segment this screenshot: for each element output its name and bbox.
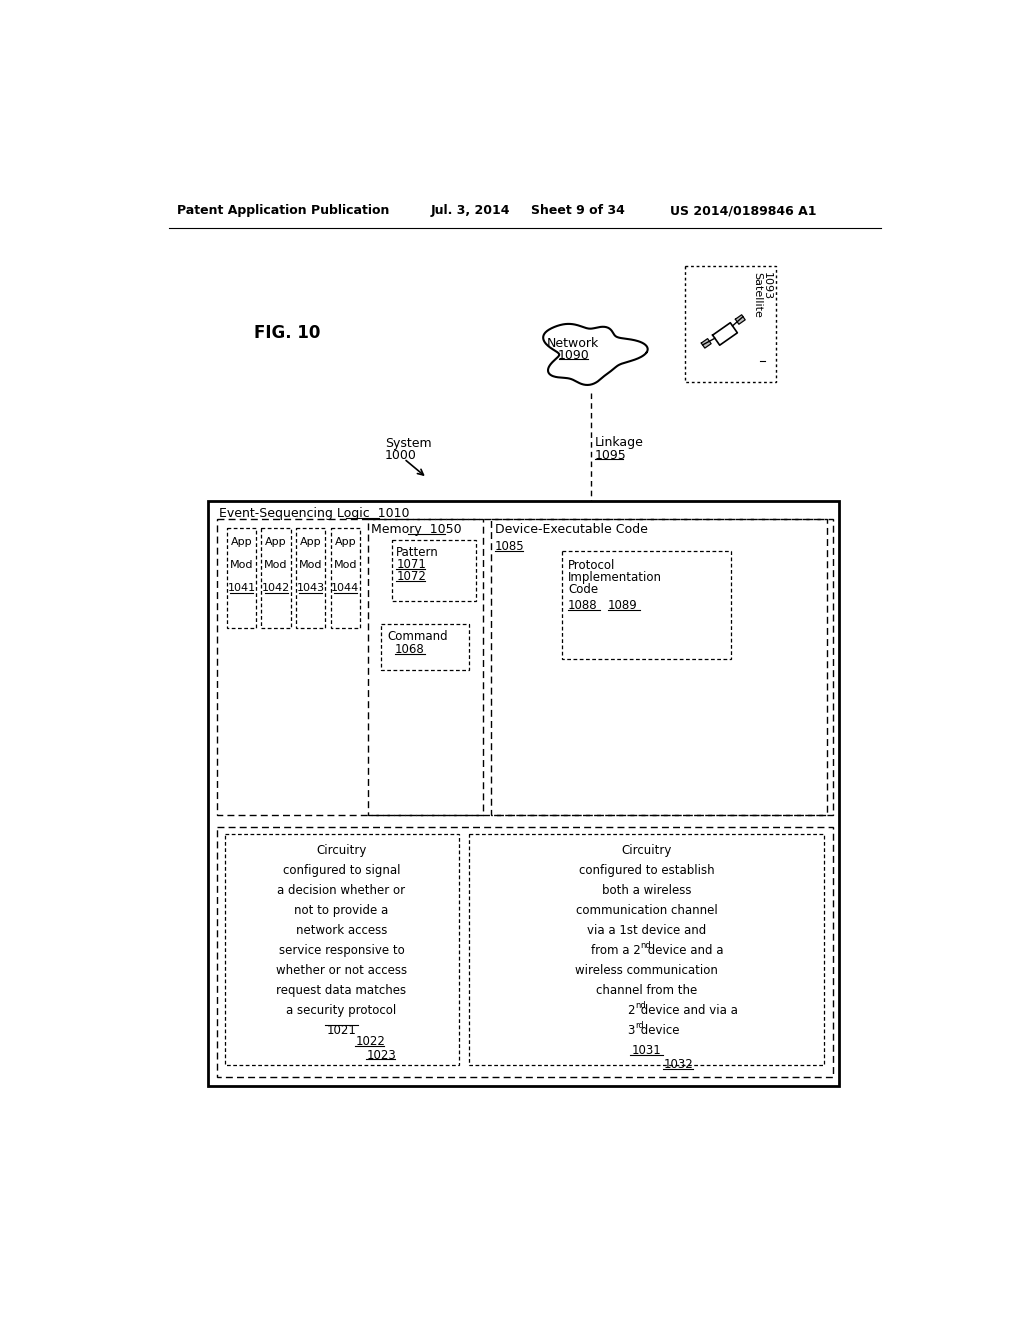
Text: Device-Executable Code: Device-Executable Code [495,524,647,536]
Text: App: App [300,537,322,548]
Text: from a 2: from a 2 [591,944,640,957]
Polygon shape [735,314,745,325]
Text: rd: rd [635,1020,644,1030]
Text: via a 1st device and: via a 1st device and [587,924,707,937]
Text: 2: 2 [628,1003,635,1016]
Text: System: System [385,437,431,450]
Text: Satellite: Satellite [753,272,763,318]
Text: 1085: 1085 [495,540,524,553]
Text: Network: Network [547,337,599,350]
Text: device and via a: device and via a [637,1003,738,1016]
Text: configured to establish: configured to establish [579,863,715,876]
Text: nd: nd [640,941,651,949]
Text: whether or not access: whether or not access [276,964,408,977]
Text: nd: nd [635,1001,646,1010]
Text: both a wireless: both a wireless [602,884,691,896]
Text: 1042: 1042 [262,583,290,594]
Text: Mod: Mod [299,560,323,570]
Text: 1043: 1043 [297,583,325,594]
Text: Implementation: Implementation [568,572,662,585]
Text: channel from the: channel from the [596,983,697,997]
Text: configured to signal: configured to signal [283,863,400,876]
Text: 1088: 1088 [568,599,598,612]
Text: 1023: 1023 [367,1048,396,1061]
Text: 1044: 1044 [332,583,359,594]
Text: a security protocol: a security protocol [287,1003,396,1016]
Text: device: device [637,1024,680,1038]
Text: Command: Command [387,631,447,643]
Text: device and a: device and a [644,944,724,957]
Text: Patent Application Publication: Patent Application Publication [177,205,389,218]
Text: Code: Code [568,583,598,597]
Text: Mod: Mod [334,560,357,570]
Text: Memory  1050: Memory 1050 [371,524,462,536]
Text: a decision whether or: a decision whether or [278,884,406,896]
Text: service responsive to: service responsive to [279,944,404,957]
Text: App: App [230,537,252,548]
Text: 1031: 1031 [632,1044,662,1057]
Text: Protocol: Protocol [568,558,615,572]
Text: 1021: 1021 [327,1024,356,1038]
Text: 1041: 1041 [227,583,256,594]
Text: Pattern: Pattern [396,545,439,558]
Text: Circuitry: Circuitry [316,843,367,857]
Text: 1093: 1093 [762,272,772,301]
Text: request data matches: request data matches [276,983,407,997]
Text: App: App [265,537,287,548]
Text: 1072: 1072 [396,570,426,583]
Polygon shape [701,339,711,348]
Text: not to provide a: not to provide a [295,904,389,917]
Text: communication channel: communication channel [575,904,718,917]
Text: 3: 3 [628,1024,635,1038]
Text: 1071: 1071 [396,558,426,572]
Text: 1032: 1032 [664,1057,693,1071]
Text: App: App [335,537,356,548]
Text: Mod: Mod [229,560,253,570]
Text: Circuitry: Circuitry [622,843,672,857]
Text: 1022: 1022 [355,1035,385,1048]
Text: US 2014/0189846 A1: US 2014/0189846 A1 [670,205,816,218]
Text: Event-Sequencing Logic  1010: Event-Sequencing Logic 1010 [219,507,410,520]
Text: Linkage: Linkage [595,436,644,449]
Text: 1090: 1090 [557,348,589,362]
Text: wireless communication: wireless communication [575,964,718,977]
Text: 1095: 1095 [595,449,627,462]
Text: network access: network access [296,924,387,937]
Text: 1000: 1000 [385,449,417,462]
Text: Jul. 3, 2014: Jul. 3, 2014 [431,205,510,218]
Text: Mod: Mod [264,560,288,570]
Text: 1068: 1068 [394,643,424,656]
Text: 1089: 1089 [608,599,638,612]
Text: FIG. 10: FIG. 10 [254,323,321,342]
Text: Sheet 9 of 34: Sheet 9 of 34 [531,205,625,218]
